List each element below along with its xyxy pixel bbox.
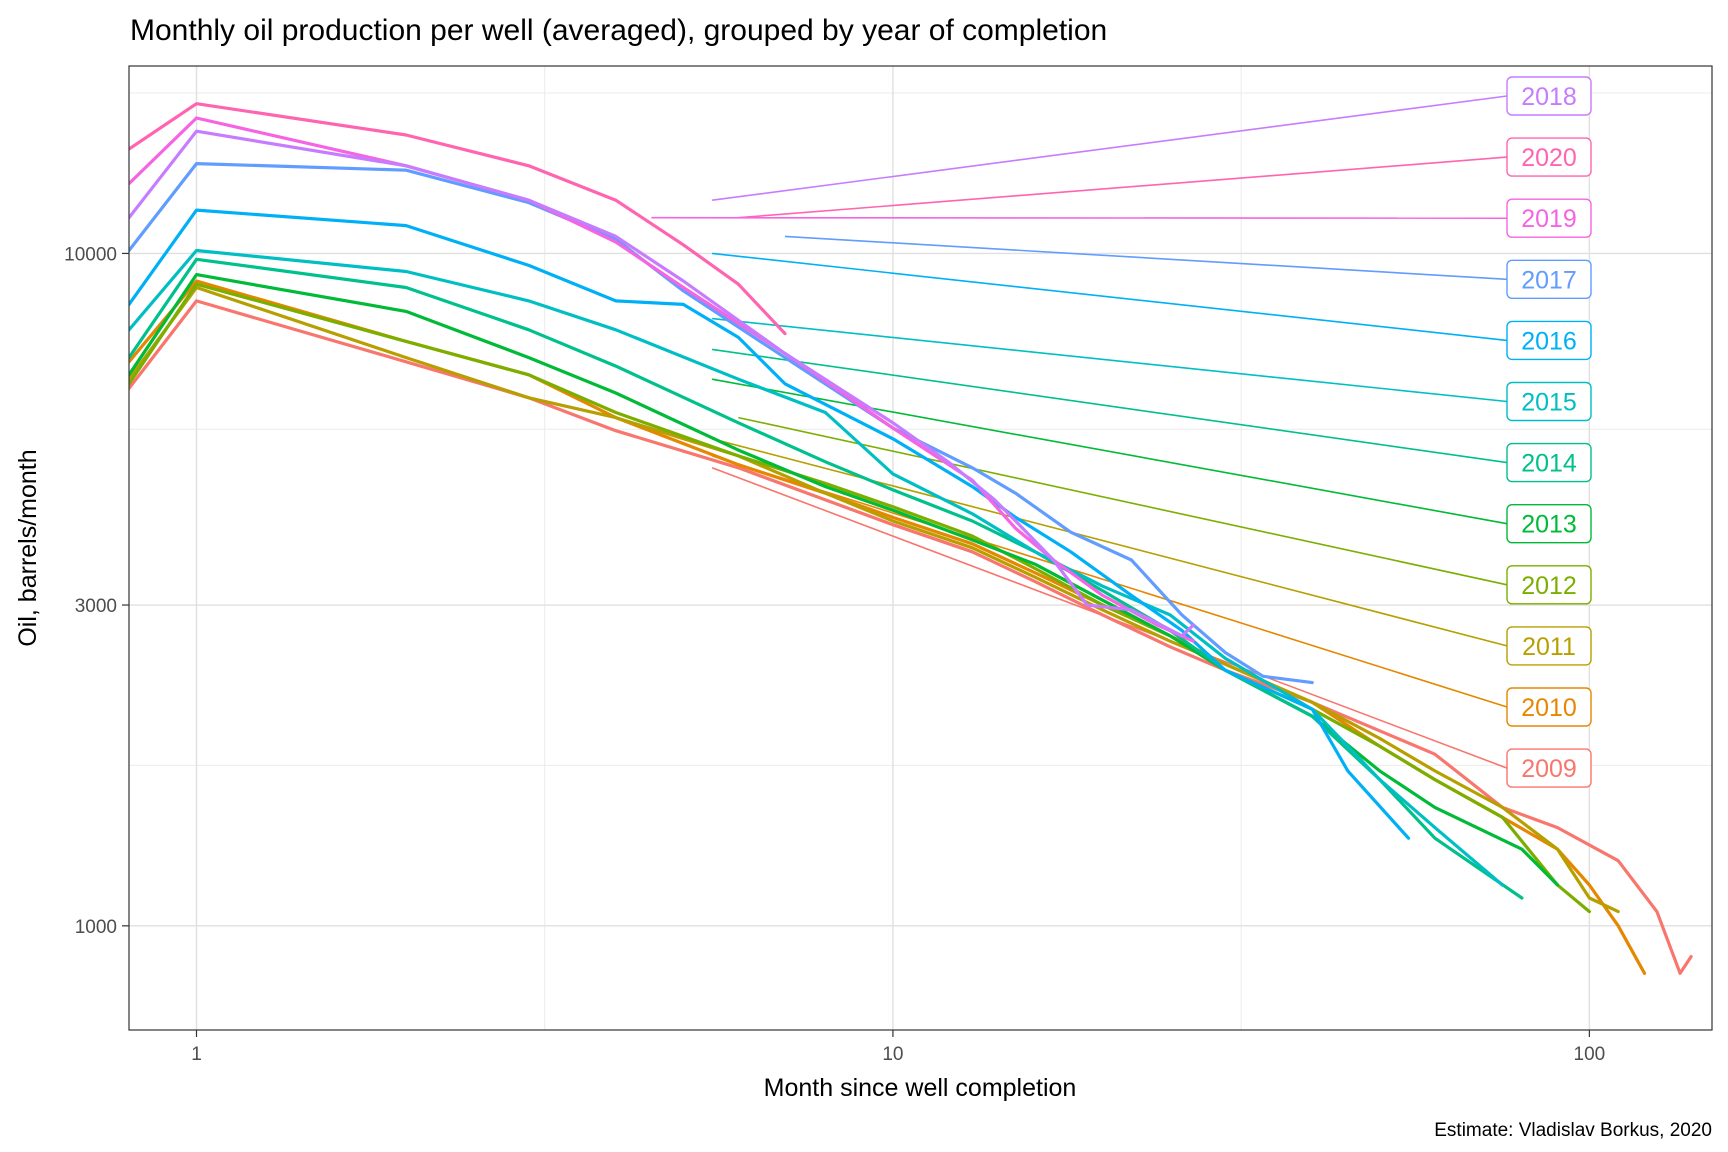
y-axis-title: Oil, barrels/month (14, 449, 42, 646)
year-label-2010: 2010 (1506, 687, 1592, 727)
series-line-2014 (129, 257, 1524, 900)
year-label-text: 2016 (1521, 327, 1577, 355)
year-label-2017: 2017 (1506, 259, 1592, 299)
label-leader-lines (651, 95, 1508, 769)
year-label-text: 2017 (1521, 266, 1577, 294)
year-label-box (1506, 137, 1592, 177)
year-label-text: 2020 (1521, 144, 1577, 172)
series-line-2013 (129, 273, 1560, 887)
leader-line-2016 (712, 252, 1508, 342)
year-label-2020: 2020 (1506, 137, 1592, 177)
series-line-2016 (129, 208, 1411, 840)
year-label-box (1506, 687, 1592, 727)
year-label-2009: 2009 (1506, 748, 1592, 788)
leader-line-2012 (738, 416, 1508, 586)
series-line-2017 (129, 162, 1314, 685)
series-line-2011 (129, 285, 1620, 914)
leader-line-2013 (711, 378, 1508, 525)
series-line-2018 (129, 129, 1195, 638)
leader-line-2018 (711, 95, 1508, 201)
year-label-2013: 2013 (1506, 504, 1592, 544)
series-lines (129, 102, 1693, 975)
year-label-2018: 2018 (1506, 76, 1592, 116)
leader-line-2019 (651, 216, 1508, 219)
year-label-text: 2018 (1521, 83, 1577, 111)
x-tick-label: 10 (882, 1044, 903, 1065)
series-line-2012 (129, 282, 1591, 914)
x-axis-title: Month since well completion (764, 1074, 1077, 1102)
series-line-2020 (129, 102, 787, 336)
x-tick-label: 100 (1574, 1044, 1606, 1065)
year-label-box (1506, 381, 1592, 422)
plot-panel (129, 66, 1712, 1030)
y-axis-ticks: 1000 3000 10000 (64, 244, 129, 938)
year-label-box (1506, 565, 1592, 605)
year-label-2014: 2014 (1506, 442, 1592, 483)
year-label-box (1506, 320, 1592, 361)
year-labels: 2018 2020 2019 2017 2016 2015 2014 2013 2012 2011… (1506, 76, 1592, 788)
series-line-2015 (129, 248, 1504, 887)
year-label-box (1506, 76, 1592, 116)
plot-border (128, 65, 1713, 1031)
year-label-2012: 2012 (1506, 565, 1592, 605)
year-label-text: 2015 (1521, 389, 1577, 417)
caption: Estimate: Vladislav Borkus, 2020 (1434, 1120, 1712, 1141)
y-tick-label: 10000 (64, 244, 117, 265)
year-label-text: 2009 (1521, 755, 1577, 783)
year-label-box (1506, 504, 1592, 544)
year-label-2015: 2015 (1506, 381, 1592, 422)
y-tick-label: 1000 (75, 917, 117, 938)
year-label-text: 2011 (1522, 633, 1576, 661)
year-label-text: 2012 (1521, 572, 1577, 600)
x-tick-label: 1 (191, 1044, 202, 1065)
year-label-text: 2014 (1521, 450, 1577, 478)
leader-line-2020 (738, 156, 1508, 219)
year-label-2011: 2011 (1506, 626, 1592, 666)
year-label-text: 2019 (1521, 205, 1577, 233)
year-label-box (1506, 626, 1592, 666)
year-label-box (1506, 748, 1592, 788)
chart-title: Monthly oil production per well (average… (130, 14, 1107, 47)
series-line-2009 (129, 299, 1693, 975)
leader-line-2017 (784, 235, 1508, 281)
year-label-box (1506, 259, 1592, 299)
year-label-box (1506, 442, 1592, 483)
year-label-2016: 2016 (1506, 320, 1592, 361)
plot-background (129, 66, 1712, 1030)
year-label-text: 2010 (1521, 694, 1577, 722)
x-axis-ticks: 1 10 100 (191, 1030, 1605, 1065)
leader-line-2015 (712, 317, 1508, 403)
year-label-text: 2013 (1521, 511, 1577, 539)
leader-line-2014 (711, 348, 1508, 464)
year-label-box (1506, 198, 1592, 238)
leader-line-2011 (711, 438, 1508, 647)
y-tick-label: 3000 (75, 596, 117, 617)
year-label-2019: 2019 (1506, 198, 1592, 238)
